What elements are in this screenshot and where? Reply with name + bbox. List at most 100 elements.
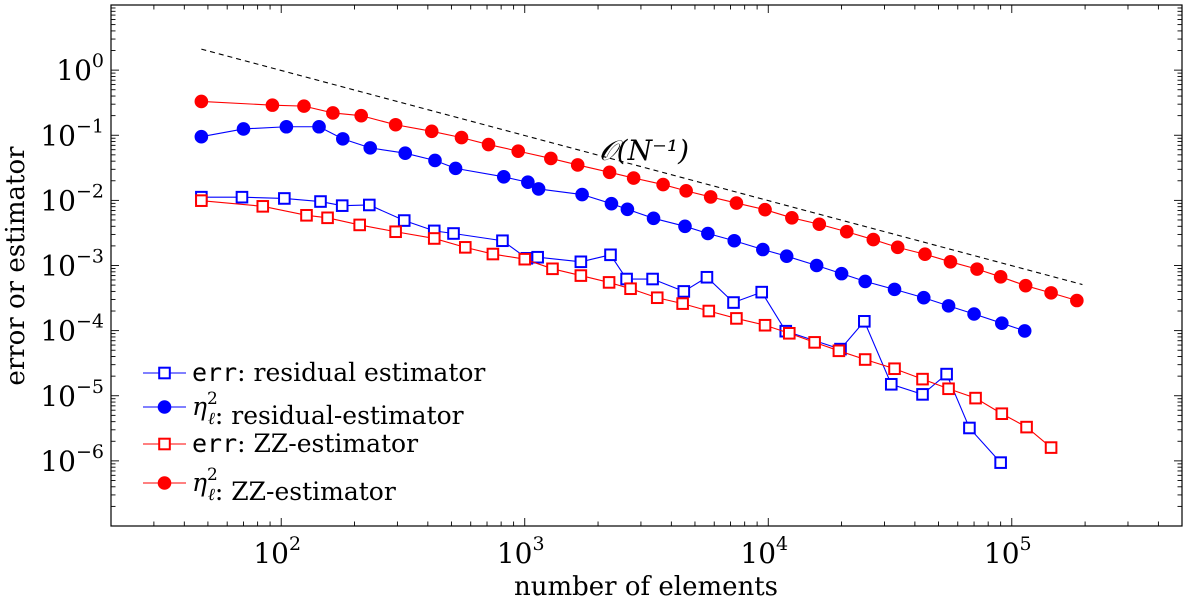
data-point xyxy=(701,226,715,241)
data-point xyxy=(679,184,693,198)
data-point xyxy=(604,248,617,262)
y-tick-label: 10−1 xyxy=(40,115,104,152)
data-point xyxy=(300,208,313,222)
data-point xyxy=(866,232,881,247)
data-point xyxy=(727,233,742,248)
data-point xyxy=(195,194,208,207)
data-point xyxy=(756,242,770,257)
series-line xyxy=(201,100,1078,302)
data-point xyxy=(521,175,535,190)
data-point xyxy=(481,137,496,152)
data-point xyxy=(447,227,460,240)
y-tick-label: 10−2 xyxy=(40,180,104,217)
data-point xyxy=(297,99,311,113)
data-point xyxy=(888,362,901,376)
data-point xyxy=(941,299,956,313)
data-point xyxy=(314,195,327,208)
data-point xyxy=(335,199,349,212)
data-point xyxy=(575,187,589,202)
y-tick-label: 10−4 xyxy=(40,311,104,348)
data-point xyxy=(574,269,588,282)
x-tick-label: 105 xyxy=(984,533,1032,570)
series-3 xyxy=(195,194,1058,454)
data-point xyxy=(518,252,532,266)
series-4 xyxy=(194,94,1084,308)
data-point xyxy=(312,119,326,134)
data-point xyxy=(858,274,872,289)
data-point xyxy=(570,158,585,172)
y-tick-label: 100 xyxy=(56,50,104,87)
reference-line-label: 𝒪(N⁻¹) xyxy=(599,134,689,167)
data-point xyxy=(678,219,692,234)
data-series xyxy=(194,94,1084,469)
data-point xyxy=(624,282,637,296)
data-point xyxy=(916,388,929,401)
data-point xyxy=(326,106,340,120)
data-point xyxy=(703,190,718,204)
data-point xyxy=(486,247,500,261)
data-point xyxy=(918,247,932,262)
data-point xyxy=(1044,441,1058,454)
data-point xyxy=(839,224,854,239)
data-point xyxy=(963,421,976,435)
axis-ticks xyxy=(110,4,1183,527)
legend-marker xyxy=(158,366,171,380)
data-point xyxy=(779,249,794,263)
data-point xyxy=(887,282,902,297)
y-tick-label: 10−5 xyxy=(40,376,104,413)
data-point xyxy=(602,276,616,289)
data-point xyxy=(626,171,641,185)
x-tick-label: 102 xyxy=(253,533,301,570)
legend-label: η2 ℓ: ZZ-estimator xyxy=(192,465,396,506)
data-point xyxy=(727,296,740,309)
data-point xyxy=(427,232,441,245)
data-point xyxy=(235,190,249,204)
legend-label: err: ZZ-estimator xyxy=(192,429,418,458)
data-point xyxy=(834,266,849,281)
data-point xyxy=(353,218,366,232)
data-point xyxy=(832,344,846,358)
data-point xyxy=(967,307,981,321)
data-point xyxy=(858,353,872,366)
data-point xyxy=(1020,420,1033,434)
data-point xyxy=(884,377,898,391)
data-point xyxy=(278,192,291,205)
data-point xyxy=(354,108,368,123)
data-point xyxy=(646,272,659,286)
data-point xyxy=(236,122,251,136)
series-line xyxy=(201,196,1002,463)
data-point xyxy=(809,258,824,273)
data-point xyxy=(321,211,334,225)
x-axis-label: number of elements xyxy=(514,572,778,602)
data-point xyxy=(1018,278,1033,293)
data-point xyxy=(700,270,714,284)
data-point xyxy=(496,234,509,248)
data-point xyxy=(363,198,376,212)
y-tick-label: 10−6 xyxy=(40,441,104,478)
data-point xyxy=(397,214,411,227)
data-point xyxy=(531,182,546,196)
data-point xyxy=(808,336,821,349)
data-point xyxy=(194,94,209,109)
legend-entry-1: err: residual estimator xyxy=(143,358,485,387)
data-point xyxy=(758,202,772,217)
data-point xyxy=(388,117,403,132)
data-point xyxy=(995,407,1009,421)
data-point xyxy=(943,254,958,269)
data-point xyxy=(602,165,617,180)
legend-entry-3: err: ZZ-estimator xyxy=(143,429,418,458)
y-axis-label: error or estimator xyxy=(1,146,31,386)
data-point xyxy=(677,285,691,298)
data-point xyxy=(916,290,931,305)
data-point xyxy=(454,130,469,145)
data-point xyxy=(940,367,953,381)
data-point xyxy=(702,304,716,318)
data-point xyxy=(424,124,439,139)
legend-marker xyxy=(157,476,172,490)
data-point xyxy=(511,144,525,158)
data-point xyxy=(646,211,661,226)
legend-marker xyxy=(158,437,171,451)
data-point xyxy=(389,225,402,239)
